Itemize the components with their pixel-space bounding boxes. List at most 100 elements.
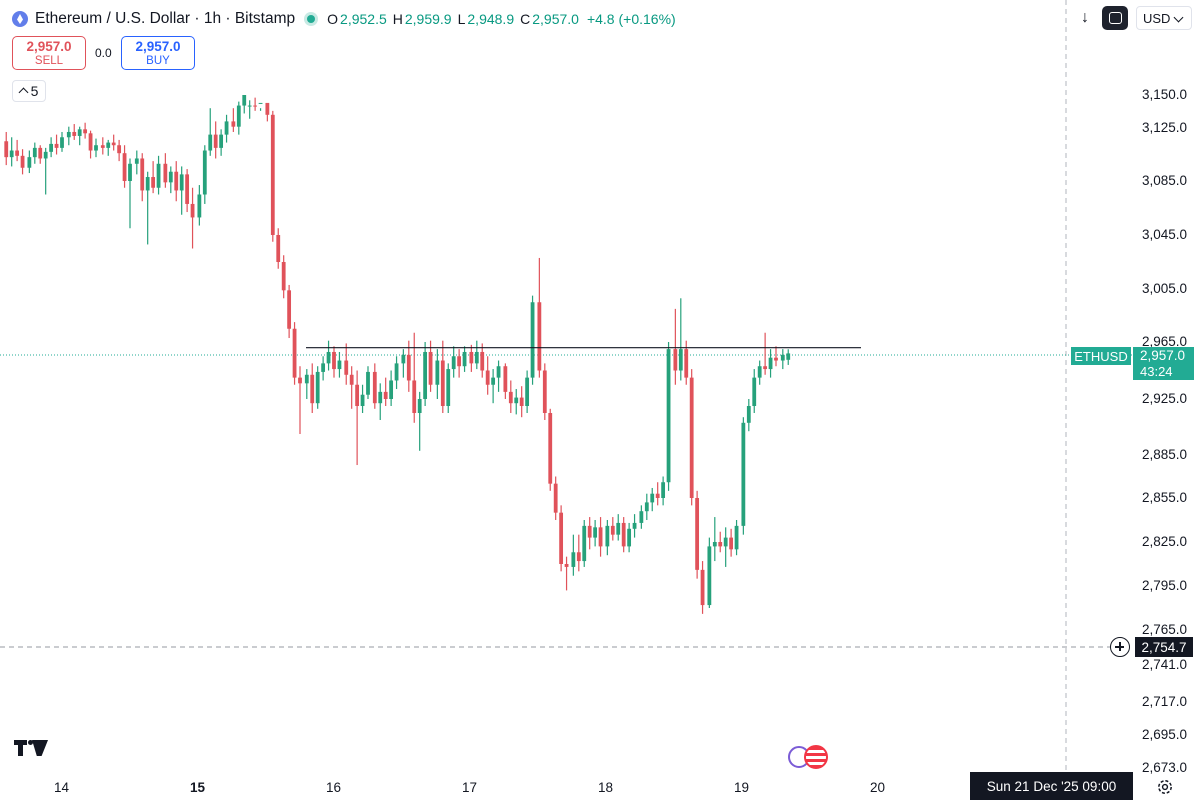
candle-body: [231, 121, 236, 127]
price-tick-label: 2,925.0: [1142, 391, 1188, 406]
price-tick-label: 3,085.0: [1142, 173, 1188, 188]
candle-body: [4, 141, 9, 158]
candle-body: [644, 502, 649, 512]
indicators-toggle[interactable]: 5: [12, 80, 46, 102]
sell-button[interactable]: 2,957.0 SELL: [12, 36, 86, 70]
candle-body: [695, 498, 700, 570]
candle-body: [276, 235, 281, 262]
candle-body: [412, 380, 417, 413]
price-tick-label: 2,795.0: [1142, 578, 1188, 593]
price-tick-label: 3,005.0: [1142, 281, 1188, 296]
candle-body: [757, 366, 762, 378]
candle-body: [718, 542, 723, 547]
candle-body: [598, 527, 603, 547]
candle-body: [168, 171, 173, 183]
price-tick-label: 2,741.0: [1142, 657, 1188, 672]
candle-body: [508, 391, 513, 404]
candle-body: [661, 482, 666, 498]
candle-body: [768, 357, 773, 370]
candle-body: [707, 546, 712, 606]
add-alert-plus-icon[interactable]: [1110, 637, 1130, 657]
candle-body: [774, 357, 778, 361]
candle-body: [253, 105, 258, 107]
candle-body: [145, 177, 150, 191]
price-tick-label: 2,885.0: [1142, 447, 1188, 462]
scroll-to-latest-icon[interactable]: ↓: [1081, 9, 1089, 26]
tradingview-logo[interactable]: [14, 740, 50, 758]
candle-body: [49, 143, 54, 152]
candle-body: [559, 512, 564, 564]
candle-body: [582, 525, 587, 562]
candle-body: [258, 102, 263, 104]
candle-body: [457, 356, 462, 367]
candle-body: [94, 145, 98, 151]
candle-body: [298, 377, 302, 384]
candle-body: [469, 351, 474, 364]
chevron-down-icon: [18, 87, 29, 97]
candle-body: [632, 522, 637, 529]
sell-price: 2,957.0: [26, 39, 72, 54]
candle-body: [480, 351, 485, 371]
candle-body: [525, 377, 530, 406]
time-tick-label: 20: [870, 780, 886, 795]
candle-body: [564, 564, 569, 567]
ethereum-icon: [12, 11, 28, 27]
time-tick-label: 17: [462, 780, 478, 795]
candle-body: [786, 353, 791, 360]
crosshair-time-label: Sun 21 Dec '25 09:00: [970, 772, 1133, 800]
price-tick-label: 3,125.0: [1142, 120, 1188, 135]
candle-body: [519, 397, 524, 406]
buy-button[interactable]: 2,957.0 BUY: [121, 36, 195, 70]
price-tick-label: 2,855.0: [1142, 490, 1188, 505]
candle-body: [372, 371, 377, 404]
buy-label: BUY: [146, 55, 170, 67]
candle-body: [9, 150, 14, 158]
symbol-title[interactable]: Ethereum / U.S. Dollar · 1h · Bitstamp: [35, 10, 296, 27]
candle-body: [446, 369, 451, 406]
candle-body: [616, 522, 621, 535]
candle-body: [712, 542, 717, 547]
candle-body: [684, 349, 689, 378]
candle-body: [197, 194, 202, 218]
candle-body: [242, 95, 247, 106]
economic-events-icons[interactable]: [788, 744, 840, 770]
candle-body: [213, 134, 218, 148]
candle-body: [752, 377, 757, 406]
candle-body: [224, 121, 229, 135]
us-flag-event-icon[interactable]: [804, 745, 828, 769]
candle-body: [593, 527, 598, 538]
candle-body: [621, 522, 626, 547]
candle-body: [673, 349, 678, 371]
price-tick-label: 2,965.0: [1142, 334, 1188, 349]
candle-body: [43, 151, 48, 159]
candle-body: [474, 351, 479, 364]
candle-body: [741, 422, 746, 526]
candle-body: [77, 129, 82, 136]
candle-body: [304, 374, 309, 384]
candle-body: [530, 302, 535, 378]
candle-body: [666, 349, 671, 483]
candle-body: [576, 552, 581, 562]
candle-body: [326, 351, 331, 364]
settings-gear-icon[interactable]: [1156, 778, 1174, 796]
currency-select[interactable]: USD: [1136, 6, 1192, 30]
candle-body: [15, 150, 20, 156]
symbol-price-label: ETHUSD: [1071, 347, 1131, 365]
time-tick-label: 19: [734, 780, 750, 795]
candle-body: [20, 155, 25, 168]
candle-body: [332, 351, 336, 370]
candle-body: [383, 391, 388, 399]
indicator-count: 5: [30, 83, 39, 99]
candle-body: [287, 290, 292, 329]
candle-body: [417, 399, 422, 413]
time-tick-label: 14: [54, 780, 70, 795]
candle-body: [163, 163, 168, 183]
candle-body: [639, 511, 644, 523]
candle-body: [83, 129, 88, 134]
candle-body: [54, 143, 59, 148]
candle-body: [174, 171, 179, 191]
auto-fit-button[interactable]: [1102, 6, 1128, 30]
last-price-value: 2,957.0: [1140, 348, 1186, 363]
candle-body: [156, 163, 161, 188]
